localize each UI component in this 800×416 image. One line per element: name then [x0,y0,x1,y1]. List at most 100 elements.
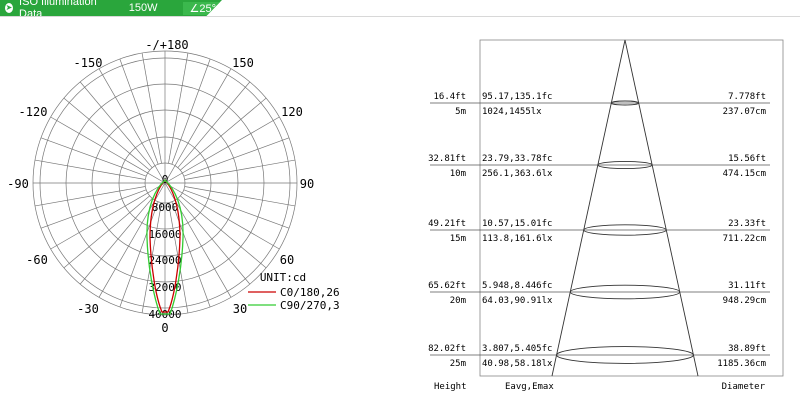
cone-row: 82.02ft 25m 3.807,5.405fc 40.98,58.18lx 38.8… [428,344,770,369]
c90-270-curve [146,179,184,315]
cone-frame [479,39,784,377]
polar-spoke [180,195,267,269]
row-eavg-lx: 256.1,363.6lx [482,169,553,179]
row-eavg-fc: 3.807,5.405fc [482,344,552,354]
arrow-icon: ➤ [5,3,14,13]
cone-row: 65.62ft 20m 5.948,8.446fc 64.03,90.91lx 31.1… [428,281,770,306]
legend-c0-label: C0/180,26.7deg [280,286,340,299]
polar-spoke [50,182,166,250]
polar-ring-label: 24000 [148,254,181,267]
polar-angle-labels: -/+180 -150 150 -120 120 -90 90 -60 60 -30 30 0 [7,38,314,335]
polar-angle-label: 120 [281,105,303,119]
row-eavg-lx: 40.98,58.18lx [482,359,553,369]
row-diameter-cm: 474.15cm [723,169,766,179]
polar-spoke [79,198,153,285]
row-diameter-ft: 31.11ft [728,281,766,291]
row-height-ft: 32.81ft [428,154,466,164]
unit-label: UNIT:cd [260,271,306,284]
row-height-m: 20m [450,296,466,306]
polar-spoke [183,189,290,229]
row-diameter-ft: 7.778ft [728,92,766,102]
row-diameter-ft: 38.89ft [728,344,766,354]
beam-angle-label: ∠25° [183,1,222,15]
cone-right-edge [624,39,699,377]
row-height-ft: 65.62ft [428,281,466,291]
polar-angle-label: 90 [300,177,314,191]
header-tab[interactable]: ➤ ISO Illumination Data 150W ∠25° [0,0,222,16]
row-height-ft: 49.21ft [428,219,466,229]
polar-angle-label: 0 [161,321,168,335]
polar-spoke [171,201,211,308]
row-diameter-cm: 1185.36cm [717,359,766,369]
cone-ellipse [597,160,653,170]
row-height-m: 25m [450,359,466,369]
polar-spoke [180,97,267,171]
polar-spoke [164,116,280,184]
row-diameter-ft: 23.33ft [728,219,766,229]
cone-row: 16.4ft 5m 95.17,135.1fc 1024,1455lx 7.778ft 2… [430,92,770,117]
row-eavg-fc: 95.17,135.1fc [482,92,552,102]
cone-ellipse [583,224,667,236]
polar-angle-label: -150 [74,56,103,70]
polar-spoke [184,186,296,207]
polar-angle-label: -90 [7,177,29,191]
row-height-m: 10m [450,169,466,179]
cone-row: 49.21ft 15m 10.57,15.01fc 113.8,161.6lx 23.3… [428,219,770,244]
row-eavg-lx: 1024,1455lx [482,107,542,117]
polar-ring-label: 32000 [148,281,181,294]
polar-grid [32,50,298,316]
row-eavg-fc: 5.948,8.446fc [482,281,552,291]
row-diameter-ft: 15.56ft [728,154,766,164]
cone-rows: 16.4ft 5m 95.17,135.1fc 1024,1455lx 7.778ft 2… [428,92,770,369]
legend-c90-label: C90/270,30.0deg [280,299,340,312]
polar-angle-label: -60 [26,253,48,267]
cone-ellipse [556,346,694,364]
row-height-m: 5m [455,107,466,117]
polar-ring-label: 16000 [148,228,181,241]
polar-spoke [79,81,153,168]
polar-spoke [177,198,251,285]
polar-spoke [50,116,166,184]
row-height-ft: 16.4ft [433,92,466,102]
polar-angle-label: 60 [280,253,294,267]
polar-spoke [40,189,147,229]
footer-diameter-label: Diameter [722,382,766,392]
header-title: ISO Illumination Data [19,0,97,20]
polar-spoke [34,186,146,207]
row-eavg-lx: 64.03,90.91lx [482,296,553,306]
polar-angle-label: -120 [19,105,48,119]
polar-angle-label: -30 [77,302,99,316]
polar-spoke [119,58,159,165]
polar-spoke [34,159,146,180]
row-diameter-cm: 948.29cm [723,296,766,306]
polar-spoke [63,195,150,269]
polar-spoke [40,137,147,177]
cone-ellipse [610,100,640,106]
row-height-m: 15m [450,234,466,244]
polar-ring-label: 8000 [152,201,179,214]
row-eavg-fc: 23.79,33.78fc [482,154,552,164]
polar-spoke [168,52,189,164]
header-divider [0,16,800,17]
cone-ellipse [569,284,681,300]
c0-180-curve [149,179,181,313]
polar-angle-label: 30 [233,302,247,316]
polar-spoke [141,52,162,164]
cone-body [479,39,784,377]
polar-spoke [183,137,290,177]
polar-spoke [171,58,211,165]
polar-spoke [63,97,150,171]
cone-row: 32.81ft 10m 23.79,33.78fc 256.1,363.6lx 15.5… [428,154,770,179]
row-eavg-lx: 113.8,161.6lx [482,234,553,244]
polar-spoke [119,201,159,308]
row-height-ft: 82.02ft [428,344,466,354]
row-diameter-cm: 711.22cm [723,234,766,244]
cone-left-edge [551,39,626,377]
polar-angle-label: 150 [232,56,254,70]
row-diameter-cm: 237.07cm [723,107,766,117]
polar-spoke [164,182,280,250]
row-eavg-fc: 10.57,15.01fc [482,219,552,229]
footer-height-label: Height [434,382,467,392]
